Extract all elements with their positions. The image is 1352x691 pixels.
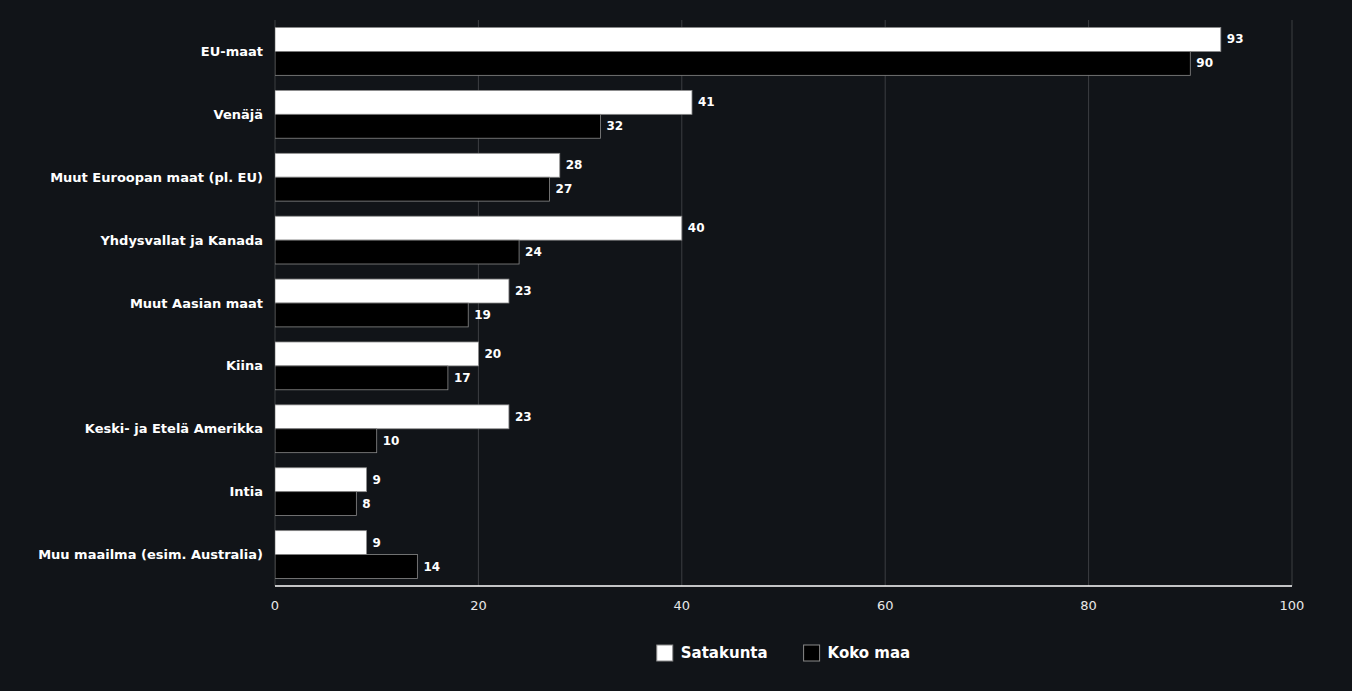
grid-line [885,20,886,586]
legend-label: Satakunta [681,644,768,662]
legend-swatch [657,645,673,661]
bar [275,51,1190,75]
data-label: 10 [383,434,400,448]
data-label: 24 [525,245,542,259]
x-tick-label: 40 [674,598,691,613]
bar [275,492,356,516]
grid [275,20,1292,586]
x-tick-label: 20 [470,598,487,613]
bar [275,240,519,264]
category-label: EU-maat [201,44,263,59]
data-label: 14 [423,560,440,574]
data-label: 17 [454,371,471,385]
grid-line [1088,20,1089,586]
bars [275,28,1221,579]
chart-svg: 0 20 40 60 80 100 93 90 41 32 28 27 40 24 23 19 20 17 23 10… [0,0,1352,691]
bar [275,279,509,303]
category-label: Muut Aasian maat [130,296,263,311]
data-label: 90 [1196,56,1213,70]
data-label: 23 [515,410,532,424]
legend-label: Koko maa [828,644,911,662]
bar [275,531,367,555]
bar [275,216,682,240]
data-labels: 939041322827402423192017231098914 [362,32,1243,573]
bar [275,342,478,366]
bar [275,90,692,114]
category-label: Muut Euroopan maat (pl. EU) [50,170,263,185]
grid-line [1292,20,1293,586]
data-label: 20 [484,347,501,361]
data-label: 40 [688,221,705,235]
data-label: 9 [373,536,381,550]
data-label: 9 [373,473,381,487]
legend: Satakunta Koko maa [657,644,910,662]
bar [275,153,560,177]
category-label: Venäjä [214,107,263,122]
data-label: 19 [474,308,491,322]
bar [275,28,1221,52]
x-tick-label: 80 [1080,598,1097,613]
category-label: Intia [229,484,263,499]
x-tick-label: 100 [1280,598,1305,613]
data-label: 8 [362,497,370,511]
category-label: Kiina [226,358,263,373]
x-tick-label: 0 [271,598,279,613]
bar [275,468,367,492]
bar [275,555,417,579]
category-label: Keski- ja Etelä Amerikka [85,421,263,436]
data-label: 28 [566,158,583,172]
background [0,0,1352,691]
bar [275,405,509,429]
data-label: 41 [698,95,715,109]
legend-item: Satakunta [657,644,768,662]
data-label: 23 [515,284,532,298]
bar [275,366,448,390]
x-axis-line [275,585,1292,587]
bar [275,114,600,138]
bar [275,429,377,453]
data-label: 93 [1227,32,1244,46]
category-label: Yhdysvallat ja Kanada [99,233,263,248]
category-label: Muu maailma (esim. Australia) [38,547,263,562]
legend-item: Koko maa [804,644,911,662]
x-tick-label: 60 [877,598,894,613]
legend-swatch [804,645,820,661]
bar [275,177,550,201]
bar [275,303,468,327]
chart-container: 0 20 40 60 80 100 93 90 41 32 28 27 40 24 23 19 20 17 23 10… [0,0,1352,691]
data-label: 27 [556,182,573,196]
data-label: 32 [606,119,623,133]
